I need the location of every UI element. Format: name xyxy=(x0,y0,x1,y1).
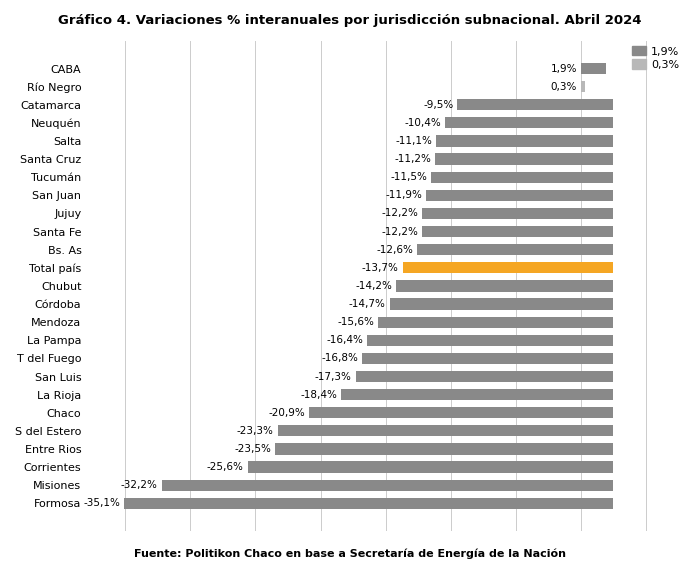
Bar xyxy=(435,154,613,164)
Bar xyxy=(417,244,613,255)
Bar xyxy=(309,407,613,418)
Text: -11,2%: -11,2% xyxy=(394,154,431,164)
Text: -14,7%: -14,7% xyxy=(349,299,386,309)
Bar xyxy=(248,461,613,473)
Bar xyxy=(445,117,613,129)
Bar xyxy=(124,498,613,509)
Bar xyxy=(402,262,613,274)
Bar xyxy=(581,81,584,92)
Text: -11,9%: -11,9% xyxy=(385,191,422,200)
Bar xyxy=(422,208,613,219)
Bar xyxy=(389,298,613,310)
Text: -23,5%: -23,5% xyxy=(234,444,271,454)
Text: Gráfico 4. Variaciones % interanuales por jurisdicción subnacional. Abril 2024: Gráfico 4. Variaciones % interanuales po… xyxy=(58,14,642,27)
Bar xyxy=(436,135,613,147)
Text: -12,2%: -12,2% xyxy=(382,226,418,237)
Text: 1,9%: 1,9% xyxy=(550,64,577,73)
Text: Fuente: Politikon Chaco en base a Secretaría de Energía de la Nación: Fuente: Politikon Chaco en base a Secret… xyxy=(134,549,566,559)
Text: -16,8%: -16,8% xyxy=(321,353,358,364)
Text: -12,2%: -12,2% xyxy=(382,208,418,218)
Text: 0,3%: 0,3% xyxy=(551,81,577,92)
Text: -11,5%: -11,5% xyxy=(391,172,427,182)
Bar xyxy=(275,443,613,455)
Bar xyxy=(431,172,613,183)
Bar xyxy=(278,425,613,436)
Bar xyxy=(342,389,613,400)
Text: -32,2%: -32,2% xyxy=(121,480,158,490)
Bar xyxy=(162,480,613,491)
Text: -23,3%: -23,3% xyxy=(237,426,274,436)
Text: -12,6%: -12,6% xyxy=(376,245,413,255)
Text: -14,2%: -14,2% xyxy=(356,281,392,291)
Text: -18,4%: -18,4% xyxy=(300,390,337,399)
Text: -35,1%: -35,1% xyxy=(83,498,120,508)
Bar xyxy=(356,371,613,382)
Text: -11,1%: -11,1% xyxy=(395,136,433,146)
Legend: 1,9%, 0,3%: 1,9%, 0,3% xyxy=(632,46,680,70)
Bar xyxy=(426,189,613,201)
Bar xyxy=(368,335,613,346)
Text: -20,9%: -20,9% xyxy=(268,408,305,418)
Text: -15,6%: -15,6% xyxy=(337,317,374,327)
Bar xyxy=(362,353,613,364)
Text: -16,4%: -16,4% xyxy=(327,335,363,345)
Bar xyxy=(581,63,606,74)
Bar xyxy=(378,316,613,328)
Text: -10,4%: -10,4% xyxy=(405,118,442,128)
Text: -9,5%: -9,5% xyxy=(423,100,454,110)
Bar xyxy=(457,99,613,110)
Text: -17,3%: -17,3% xyxy=(315,372,352,381)
Bar xyxy=(396,281,613,291)
Bar xyxy=(422,226,613,237)
Text: -25,6%: -25,6% xyxy=(207,462,244,472)
Text: -13,7%: -13,7% xyxy=(362,263,398,273)
